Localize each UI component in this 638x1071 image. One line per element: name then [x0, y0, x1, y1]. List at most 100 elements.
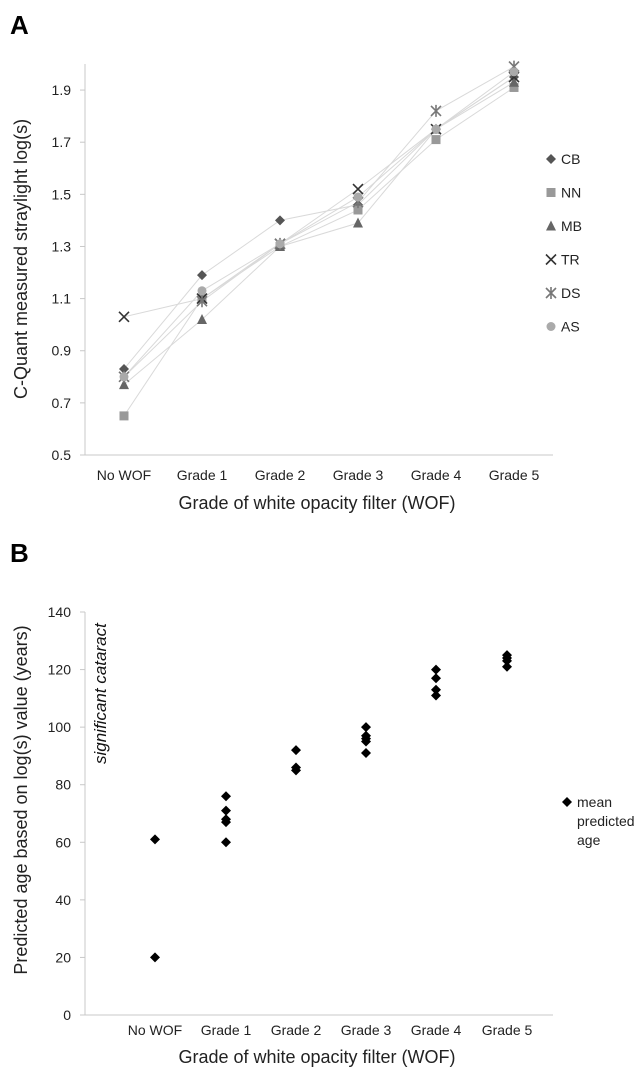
series-line-as	[123, 71, 515, 378]
data-point	[431, 664, 441, 675]
series-line-mb	[123, 81, 515, 386]
data-points-a	[118, 60, 520, 421]
legend-item-as: AS	[546, 319, 580, 335]
legend-marker	[562, 797, 572, 807]
x-tick-label: Grade 3	[341, 1022, 392, 1038]
data-point	[150, 834, 160, 845]
x-axis-title-b: Grade of white opacity filter (WOF)	[178, 1047, 455, 1067]
y-tick-label: 1.7	[52, 134, 72, 150]
chart-b: B Predicted age based on log(s) value (y…	[10, 538, 635, 1067]
data-point-tr	[118, 311, 130, 323]
x-tick-label: Grade 5	[489, 467, 540, 483]
data-point-cb	[197, 270, 207, 281]
y-tick-label: 120	[48, 662, 72, 678]
data-point-mb	[197, 313, 207, 324]
data-point-nn	[509, 82, 519, 92]
x-tick-label: No WOF	[128, 1022, 182, 1038]
x-tick-label: Grade 3	[333, 467, 384, 483]
legend-label: MB	[561, 218, 582, 234]
series-line-ds	[123, 66, 515, 378]
x-tick-label: Grade 2	[255, 467, 306, 483]
y-tick-label: 60	[55, 834, 71, 850]
data-point	[502, 655, 512, 666]
data-point	[361, 748, 371, 759]
data-point	[221, 837, 231, 848]
annotation-significant-cataract: significant cataract	[91, 622, 110, 764]
legend-a: CB NN MB TR DS AS	[545, 151, 582, 335]
data-point-as	[353, 192, 363, 202]
y-tick-label: 1.1	[52, 291, 72, 307]
x-tick-label: Grade 1	[177, 467, 228, 483]
data-point-as	[275, 239, 285, 249]
panel-label-b: B	[10, 538, 29, 568]
x-tick-label: No WOF	[97, 467, 151, 483]
data-point	[221, 817, 231, 828]
y-ticks-b: 0 20 40 60 80 100 120 140	[48, 604, 85, 1023]
data-point-nn	[353, 205, 363, 215]
data-point-mb	[119, 379, 129, 390]
y-tick-label: 80	[55, 777, 71, 793]
panel-label-a: A	[10, 10, 29, 40]
data-point-ds	[196, 295, 208, 308]
data-point-nn	[119, 411, 129, 421]
legend-marker-as	[546, 322, 556, 331]
y-tick-label: 0.9	[52, 343, 72, 359]
data-point-as	[119, 372, 129, 382]
legend-b: mean predicted age	[562, 794, 635, 848]
legend-label: AS	[561, 319, 580, 335]
data-point-tr	[352, 183, 364, 195]
data-point	[221, 791, 231, 802]
data-point	[221, 805, 231, 816]
legend-marker-mb	[546, 220, 556, 231]
series-line-tr	[123, 76, 515, 318]
legend-label: NN	[561, 185, 581, 201]
data-point	[431, 673, 441, 684]
legend-label: DS	[561, 285, 580, 301]
data-points-b	[150, 650, 512, 963]
data-point-as	[197, 286, 207, 296]
legend-label: TR	[561, 252, 580, 268]
data-point	[361, 722, 371, 733]
data-point	[291, 765, 301, 776]
x-ticks-a: No WOF Grade 1 Grade 2 Grade 3 Grade 4 Grade …	[97, 467, 540, 483]
legend-item-mean-predicted-age: mean predicted age	[562, 794, 635, 848]
y-ticks-a: 0.5 0.7 0.9 1.1 1.3 1.5 1.7 1.9	[52, 82, 85, 463]
series-lines-a	[123, 66, 515, 417]
legend-label: predicted	[577, 813, 635, 829]
legend-item-ds: DS	[545, 285, 580, 301]
legend-label: age	[577, 832, 601, 848]
data-point-ds	[430, 104, 442, 117]
y-tick-label: 140	[48, 604, 72, 620]
data-point	[150, 952, 160, 963]
data-point-mb	[353, 217, 363, 228]
legend-marker-tr	[545, 253, 557, 266]
legend-item-cb: CB	[546, 151, 580, 167]
chart-a: A C-Quant measured straylight log(s) Gra…	[10, 10, 582, 513]
x-tick-label: Grade 4	[411, 467, 462, 483]
legend-marker-cb	[546, 154, 556, 164]
y-tick-label: 20	[55, 949, 71, 965]
data-point-nn	[431, 135, 441, 145]
y-tick-label: 1.3	[52, 238, 72, 254]
data-point-cb	[275, 215, 285, 226]
data-point	[431, 690, 441, 701]
x-axis-title-a: Grade of white opacity filter (WOF)	[178, 493, 455, 513]
y-axis-title-b: Predicted age based on log(s) value (yea…	[11, 625, 31, 974]
x-tick-label: Grade 5	[482, 1022, 533, 1038]
data-point-as	[431, 124, 441, 134]
data-point	[502, 661, 512, 672]
y-tick-label: 100	[48, 719, 72, 735]
x-ticks-b: No WOF Grade 1 Grade 2 Grade 3 Grade 4 Grade …	[128, 1022, 533, 1038]
data-point	[431, 684, 441, 695]
y-axis-title-a: C-Quant measured straylight log(s)	[11, 119, 31, 399]
legend-item-nn: NN	[546, 185, 581, 201]
legend-label: mean	[577, 794, 612, 810]
y-tick-label: 0	[63, 1007, 71, 1023]
data-point-cb	[119, 363, 129, 374]
legend-marker-ds	[545, 287, 557, 299]
legend-item-tr: TR	[545, 252, 580, 268]
data-point-as	[509, 67, 519, 77]
y-tick-label: 1.5	[52, 186, 72, 202]
y-tick-label: 40	[55, 892, 71, 908]
